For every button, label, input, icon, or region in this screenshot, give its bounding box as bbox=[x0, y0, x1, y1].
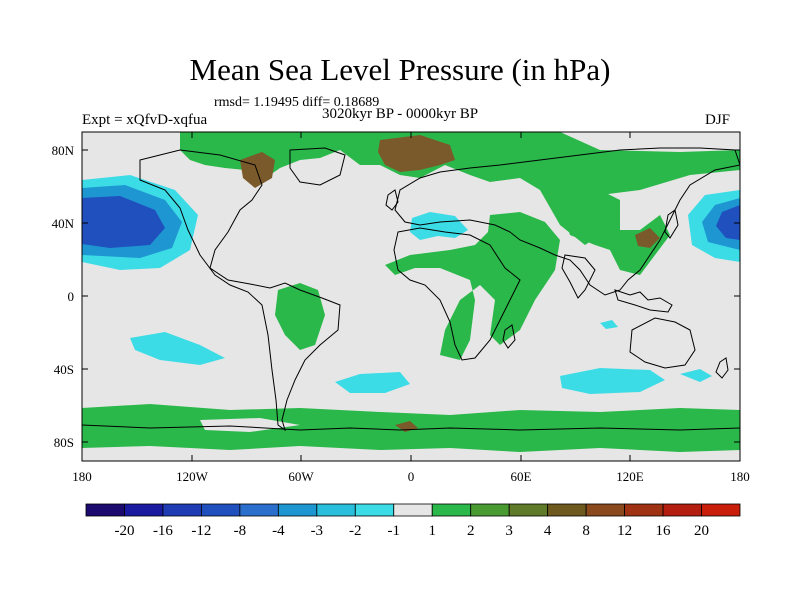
x-tick-label: 180 bbox=[730, 469, 750, 484]
colorbar-box bbox=[162, 503, 202, 517]
colorbar-box bbox=[277, 503, 318, 517]
anomaly-asia-green bbox=[555, 185, 670, 275]
anomaly-satlantic-cyan bbox=[335, 372, 410, 393]
map-field bbox=[82, 132, 740, 461]
rmsd-diff-stats: rmsd= 1.19495 diff= 0.18689 bbox=[214, 95, 380, 110]
colorbar-box bbox=[585, 503, 625, 517]
season-label: DJF bbox=[705, 112, 731, 128]
colorbar-box bbox=[508, 503, 549, 517]
colorbar-box bbox=[624, 503, 664, 517]
anomaly-south-america-green bbox=[275, 283, 325, 350]
anomaly-arctic-brown bbox=[378, 135, 455, 172]
anomaly-sindian-cyan bbox=[560, 368, 665, 394]
x-tick-label: 60E bbox=[511, 469, 532, 484]
colorbar-box bbox=[393, 503, 433, 517]
y-tick-label: 40S bbox=[54, 362, 74, 377]
colorbar-box bbox=[239, 503, 279, 517]
colorbar-label: -1 bbox=[388, 523, 401, 539]
anomaly-africa-green bbox=[385, 212, 560, 360]
colorbar-label: 12 bbox=[617, 523, 632, 539]
anomaly-npacific-low-east-core bbox=[716, 205, 740, 240]
colorbar-box bbox=[85, 503, 125, 517]
period-label: 3020kyr BP - 0000kyr BP bbox=[322, 106, 479, 122]
colorbar-label: 1 bbox=[428, 523, 436, 539]
y-axis-labels: 80N 40N 0 40S 80S bbox=[52, 143, 75, 450]
colorbar-box bbox=[124, 503, 164, 517]
colorbar-label: -16 bbox=[153, 523, 173, 539]
colorbar-labels: -20 -16 -12 -8 -4 -3 -2 -1 1 2 3 4 8 12 16 20 bbox=[114, 523, 709, 539]
y-tick-label: 0 bbox=[68, 289, 75, 304]
colorbar-label: 20 bbox=[694, 523, 709, 539]
x-axis-labels: 180 120W 60W 0 60E 120E 180 bbox=[72, 469, 750, 484]
anomaly-npacific-low-west-core bbox=[82, 196, 165, 248]
colorbar-label: -8 bbox=[234, 523, 247, 539]
x-tick-label: 120W bbox=[176, 469, 209, 484]
colorbar-box bbox=[201, 503, 241, 517]
colorbar-label: -20 bbox=[114, 523, 134, 539]
anomaly-spacific-cyan bbox=[130, 332, 225, 365]
colorbar-box bbox=[547, 503, 587, 517]
y-tick-label: 80N bbox=[52, 143, 75, 158]
map-title: Mean Sea Level Pressure (in hPa) bbox=[189, 52, 611, 87]
colorbar-box bbox=[662, 503, 702, 517]
x-axis-ticks bbox=[81, 132, 741, 461]
colorbar-box bbox=[701, 503, 741, 517]
colorbar-label: -2 bbox=[349, 523, 362, 539]
x-tick-label: 180 bbox=[72, 469, 92, 484]
colorbar-label: 3 bbox=[505, 523, 513, 539]
colorbar-label: -4 bbox=[272, 523, 285, 539]
anomaly-ne-pacific-cyan bbox=[600, 320, 618, 329]
colorbar-label: 4 bbox=[544, 523, 552, 539]
colorbar-label: 8 bbox=[582, 523, 590, 539]
anomaly-arctic-green bbox=[180, 132, 740, 245]
x-tick-label: 0 bbox=[408, 469, 415, 484]
colorbar-label: 16 bbox=[656, 523, 672, 539]
x-tick-label: 60W bbox=[288, 469, 314, 484]
experiment-label: Expt = xQfvD-xqfua bbox=[82, 112, 208, 128]
coastlines bbox=[82, 147, 740, 432]
colorbar-box bbox=[316, 503, 356, 517]
x-tick-label: 120E bbox=[616, 469, 644, 484]
y-tick-label: 40N bbox=[52, 216, 75, 231]
y-axis-ticks bbox=[82, 149, 740, 443]
colorbar-box bbox=[470, 503, 510, 517]
anomaly-east-asia-brown bbox=[635, 228, 660, 248]
colorbar-label: -12 bbox=[191, 523, 211, 539]
anomaly-sw-pacific-cyan bbox=[680, 369, 712, 382]
colorbar-label: 2 bbox=[467, 523, 475, 539]
colorbar-boxes bbox=[85, 503, 741, 517]
colorbar-box bbox=[354, 503, 395, 517]
anomaly-greenland-brown bbox=[240, 152, 275, 188]
colorbar-label: -3 bbox=[311, 523, 324, 539]
colorbar-box bbox=[431, 503, 472, 517]
y-tick-label: 80S bbox=[54, 435, 74, 450]
